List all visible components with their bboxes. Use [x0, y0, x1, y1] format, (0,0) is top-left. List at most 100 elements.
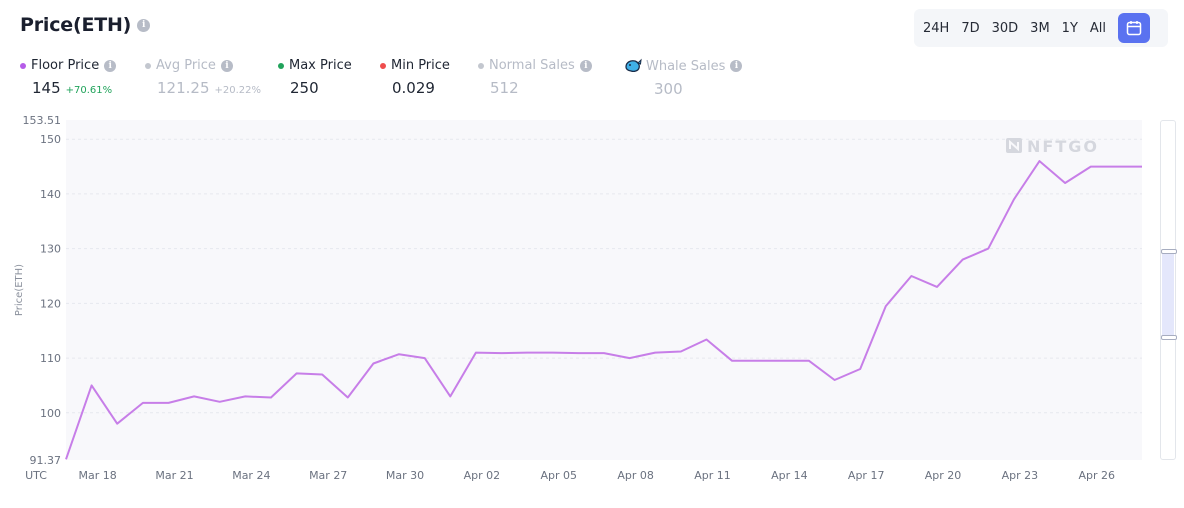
floor-price-point: [601, 350, 607, 356]
floor-price-point: [832, 377, 838, 383]
floor-price-point: [1088, 164, 1094, 170]
floor-price-point: [729, 358, 735, 364]
floor-price-point: [780, 358, 786, 364]
legend-whale-sales[interactable]: Whale Sales i 300: [624, 58, 743, 98]
range-all-button[interactable]: All: [1089, 20, 1107, 36]
x-tick-label: Mar 30: [386, 469, 424, 482]
legend-min-price[interactable]: Min Price 0.029: [380, 58, 450, 97]
watermark: NFTGO: [1006, 137, 1099, 156]
floor-price-point: [985, 246, 991, 252]
info-icon[interactable]: i: [579, 59, 592, 72]
whale-sales-label: Whale Sales: [646, 58, 726, 74]
x-tick-label: Mar 27: [309, 469, 347, 482]
x-axis-label: UTC: [25, 469, 47, 482]
floor-price-point: [422, 355, 428, 361]
time-range-selector: 24H 7D 30D 3M 1Y All: [914, 9, 1168, 47]
y-tick-label: 100: [40, 407, 61, 420]
x-tick-label: Apr 11: [694, 469, 731, 482]
min-price-dot: [380, 62, 386, 69]
range-24h-button[interactable]: 24H: [923, 20, 950, 36]
x-tick-label: Apr 20: [925, 469, 962, 482]
floor-price-point: [627, 355, 633, 361]
floor-price-label: Floor Price: [31, 58, 100, 73]
min-price-label: Min Price: [391, 58, 450, 73]
y-tick-label: 130: [40, 243, 61, 256]
plot-area: [66, 120, 1142, 460]
avg-price-dot: [145, 62, 151, 69]
floor-price-point: [755, 358, 761, 364]
floor-price-point: [217, 399, 223, 405]
whale-icon: [625, 58, 642, 73]
y-axis-label: Price(ETH): [14, 264, 25, 316]
floor-price-point: [89, 382, 95, 388]
floor-price-change: +70.61%: [65, 85, 113, 96]
floor-price-point: [524, 350, 530, 356]
zoom-scrollbar[interactable]: [1160, 120, 1177, 460]
floor-price-point: [294, 370, 300, 376]
floor-price-point: [114, 421, 120, 427]
zoom-handle-top[interactable]: [1161, 249, 1177, 254]
whale-sales-value: 300: [654, 80, 683, 98]
floor-price-point: [883, 303, 889, 309]
page-title: Price(ETH): [20, 14, 132, 36]
floor-price-point: [1139, 164, 1145, 170]
zoom-handle-bottom[interactable]: [1161, 335, 1177, 340]
info-icon[interactable]: i: [220, 59, 233, 72]
y-tick-label: 153.51: [23, 114, 62, 127]
min-price-value: 0.029: [392, 79, 435, 97]
floor-price-point: [806, 358, 812, 364]
range-30d-button[interactable]: 30D: [991, 20, 1019, 36]
range-7d-button[interactable]: 7D: [961, 20, 980, 36]
floor-price-point: [575, 350, 581, 356]
info-icon[interactable]: i: [104, 59, 117, 72]
zoom-scrollbar-window[interactable]: [1161, 249, 1177, 340]
calendar-icon: [1126, 21, 1142, 36]
floor-price-dot: [20, 62, 26, 69]
y-tick-label: 150: [40, 133, 61, 146]
floor-price-point: [396, 351, 402, 357]
info-icon[interactable]: i: [730, 60, 743, 72]
floor-price-point: [960, 257, 966, 263]
avg-price-label: Avg Price: [156, 58, 216, 73]
x-tick-label: Mar 18: [78, 469, 116, 482]
floor-price-line: [65, 160, 1142, 460]
floor-price-point: [165, 400, 171, 406]
x-tick-label: Mar 24: [232, 469, 270, 482]
floor-price-point: [242, 393, 248, 399]
floor-price-point: [1037, 158, 1043, 164]
range-1y-button[interactable]: 1Y: [1061, 20, 1078, 36]
floor-price-point: [140, 400, 146, 406]
x-tick-label: Apr 14: [771, 469, 808, 482]
legend-floor-price[interactable]: Floor Price i 145 +70.61%: [20, 58, 117, 97]
floor-price-value: 145: [32, 79, 61, 97]
floor-price-point: [857, 366, 863, 372]
floor-price-point: [1062, 180, 1068, 186]
y-tick-label: 140: [40, 188, 61, 201]
legend-normal-sales[interactable]: Normal Sales i 512: [478, 58, 592, 97]
price-chart[interactable]: 153.51 150 140 130 120 110 100 91.37 Price(ETH) U…: [0, 108, 1184, 488]
avg-price-value: 121.25: [157, 79, 210, 97]
max-price-label: Max Price: [289, 58, 352, 73]
watermark-text: NFTGO: [1027, 137, 1099, 156]
floor-price-point: [908, 273, 914, 279]
x-tick-label: Apr 08: [617, 469, 654, 482]
floor-price-point: [319, 371, 325, 377]
x-tick-label: Apr 26: [1078, 469, 1115, 482]
range-3m-button[interactable]: 3M: [1030, 20, 1050, 36]
calendar-button[interactable]: [1118, 13, 1151, 43]
floor-price-point: [345, 394, 351, 400]
legend-max-price[interactable]: Max Price 250: [278, 58, 352, 97]
floor-price-point: [499, 350, 505, 356]
floor-price-point: [268, 394, 274, 400]
floor-price-point: [447, 393, 453, 399]
floor-price-point: [473, 350, 479, 356]
max-price-value: 250: [290, 79, 319, 97]
y-tick-label: 110: [40, 352, 61, 365]
max-price-dot: [278, 62, 284, 69]
x-tick-label: Apr 02: [464, 469, 501, 482]
info-icon[interactable]: i: [137, 18, 151, 32]
normal-sales-dot: [478, 62, 484, 69]
x-tick-label: Mar 21: [155, 469, 193, 482]
legend-avg-price[interactable]: Avg Price i 121.25 +20.22%: [145, 58, 261, 97]
floor-price-point: [370, 361, 376, 367]
